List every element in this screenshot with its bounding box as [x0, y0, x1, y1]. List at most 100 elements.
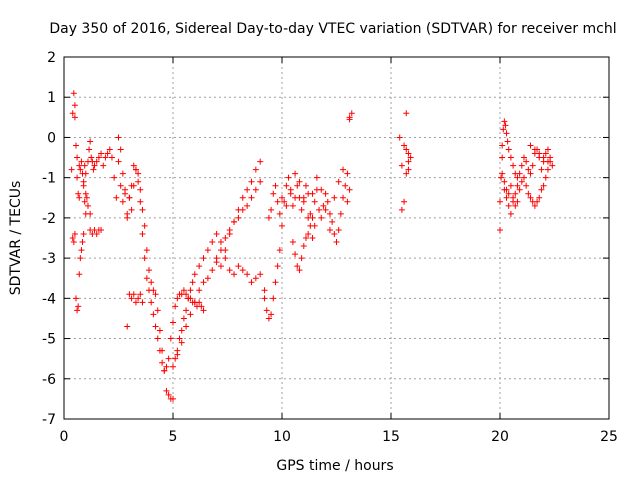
data-point	[276, 210, 283, 217]
data-point	[499, 142, 506, 149]
data-point	[106, 146, 113, 153]
data-point	[279, 194, 285, 201]
data-point	[132, 299, 139, 306]
data-point	[525, 166, 532, 173]
data-point	[407, 154, 414, 161]
data-point	[111, 174, 118, 181]
data-point	[139, 230, 146, 237]
data-points	[68, 90, 556, 402]
data-point	[403, 146, 410, 153]
series-late	[497, 118, 556, 233]
data-point	[331, 230, 338, 237]
data-point	[68, 166, 75, 173]
data-point	[204, 247, 211, 254]
data-point	[102, 154, 109, 161]
data-point	[538, 166, 545, 173]
data-point	[213, 259, 220, 266]
data-point	[497, 198, 503, 205]
chart-title: Day 350 of 2016, Sidereal Day-to-day VTE…	[49, 21, 616, 37]
data-point	[307, 210, 314, 217]
data-point	[329, 218, 336, 225]
data-point	[183, 291, 190, 298]
data-point	[119, 170, 126, 177]
data-point	[527, 194, 534, 201]
data-point	[108, 154, 115, 161]
data-point	[289, 202, 296, 209]
data-point	[302, 235, 309, 241]
data-point	[309, 190, 316, 197]
data-point	[172, 355, 179, 362]
data-point	[318, 186, 325, 193]
data-point	[272, 182, 279, 189]
data-point	[139, 299, 146, 306]
data-point	[124, 323, 131, 330]
y-tick-label: 0	[47, 130, 56, 146]
data-point	[302, 182, 309, 189]
data-point	[322, 206, 329, 213]
data-point	[180, 315, 187, 322]
y-axis-label: SDTVAR / TECUs	[8, 181, 24, 296]
data-point	[150, 311, 157, 318]
data-point	[505, 190, 512, 197]
data-point	[544, 166, 551, 173]
data-point	[248, 194, 255, 201]
data-point	[261, 287, 268, 294]
data-point	[309, 235, 316, 241]
data-point	[501, 178, 508, 185]
plot-frame	[63, 56, 610, 420]
data-point	[172, 303, 179, 310]
data-point	[174, 351, 181, 358]
y-tick-label: -4	[42, 291, 56, 307]
data-point	[344, 170, 351, 177]
series-mid	[261, 110, 355, 322]
data-point	[69, 235, 76, 241]
series-isolated	[396, 110, 414, 213]
x-tick-label: 5	[169, 429, 178, 445]
data-point	[239, 194, 246, 201]
data-point	[128, 206, 135, 213]
data-point	[77, 166, 84, 173]
data-point	[156, 347, 163, 354]
data-point	[213, 230, 220, 237]
data-point	[87, 138, 94, 145]
data-point	[71, 102, 78, 109]
data-point	[82, 170, 89, 177]
data-point	[91, 162, 98, 169]
data-point	[499, 154, 506, 161]
data-point	[348, 110, 355, 117]
data-point	[274, 263, 281, 270]
data-point	[69, 110, 76, 117]
data-point	[93, 158, 100, 165]
data-point	[124, 210, 131, 217]
data-point	[178, 327, 185, 334]
data-point	[128, 182, 135, 189]
data-point	[520, 154, 527, 161]
data-point	[135, 178, 142, 185]
data-point	[326, 226, 333, 233]
data-point	[196, 263, 203, 270]
data-point	[115, 158, 122, 165]
data-point	[226, 267, 233, 274]
data-point	[130, 162, 137, 169]
data-point	[276, 247, 283, 254]
data-point	[252, 275, 259, 282]
x-tick-label: 25	[600, 429, 618, 445]
data-point	[128, 295, 135, 302]
data-point	[503, 130, 510, 137]
data-point	[74, 307, 81, 314]
data-point	[318, 214, 325, 221]
data-point	[523, 158, 530, 165]
data-point	[81, 162, 88, 169]
data-point	[501, 186, 508, 193]
x-tick-label: 20	[491, 429, 509, 445]
data-point	[135, 170, 142, 177]
data-point	[83, 194, 90, 201]
data-point	[270, 295, 277, 302]
data-point	[344, 198, 351, 205]
data-point	[204, 275, 211, 282]
data-point	[534, 198, 541, 205]
y-tick-label: -2	[42, 211, 56, 227]
data-point	[514, 182, 521, 189]
data-point	[209, 239, 216, 246]
data-point	[283, 182, 290, 189]
